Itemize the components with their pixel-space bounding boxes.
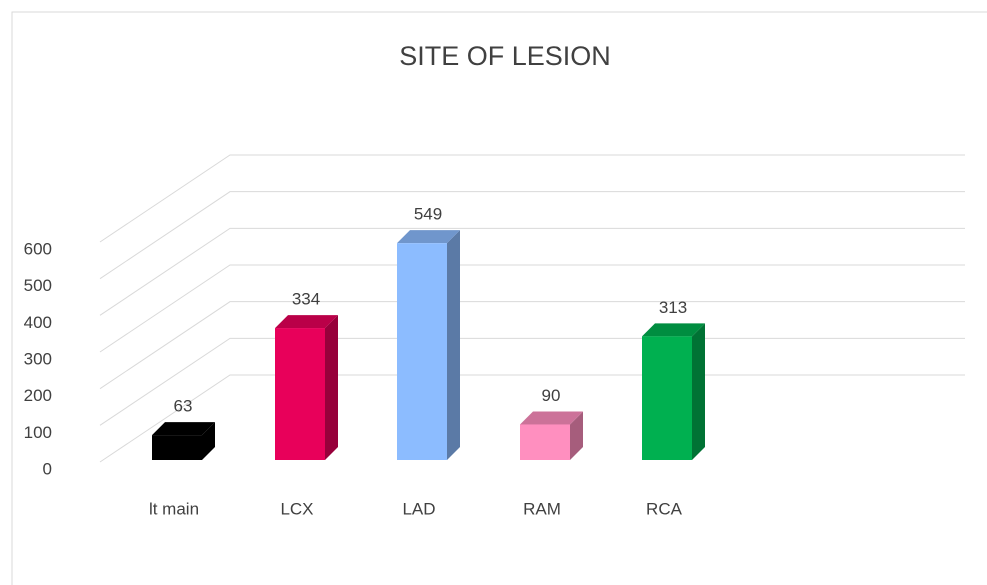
x-tick-label: LCX: [280, 499, 313, 518]
data-label: 334: [292, 290, 320, 309]
bar: [520, 424, 570, 460]
y-tick-label: 300: [24, 349, 52, 368]
data-label: 313: [659, 298, 687, 317]
bar-side: [447, 230, 460, 460]
data-label: 549: [414, 205, 442, 224]
grid-line: [99, 227, 965, 316]
bar: [152, 435, 202, 460]
chart-frame: [11, 11, 987, 585]
y-tick-label: 400: [24, 313, 52, 332]
y-tick-label: 500: [24, 276, 52, 295]
grid-line: [99, 264, 965, 353]
bar-top: [152, 422, 215, 436]
x-tick-label: RCA: [646, 499, 683, 518]
bar-top: [642, 323, 705, 337]
bar: [397, 243, 447, 460]
data-label: 90: [542, 386, 561, 405]
y-tick-label: 0: [43, 459, 52, 478]
bar-side: [325, 315, 338, 460]
bar-side: [692, 323, 705, 460]
x-tick-label: LAD: [402, 499, 435, 518]
x-tick-label: lt main: [149, 499, 199, 518]
bar-top: [275, 315, 338, 329]
bar-side: [202, 422, 215, 460]
y-tick-label: 100: [24, 423, 52, 442]
bar-side: [570, 411, 583, 460]
grid-line: [99, 301, 965, 390]
bar: [642, 336, 692, 460]
grid-line: [99, 154, 965, 243]
x-tick-label: RAM: [523, 499, 561, 518]
bar: [275, 328, 325, 460]
bar-top: [520, 411, 583, 425]
data-label: 63: [174, 397, 193, 416]
y-tick-label: 600: [24, 239, 52, 258]
bar-top: [397, 230, 460, 244]
grid-line: [99, 374, 965, 463]
grid-line: [99, 337, 965, 426]
chart-title: SITE OF LESION: [399, 41, 611, 71]
grid-line: [99, 191, 965, 280]
y-tick-label: 200: [24, 386, 52, 405]
